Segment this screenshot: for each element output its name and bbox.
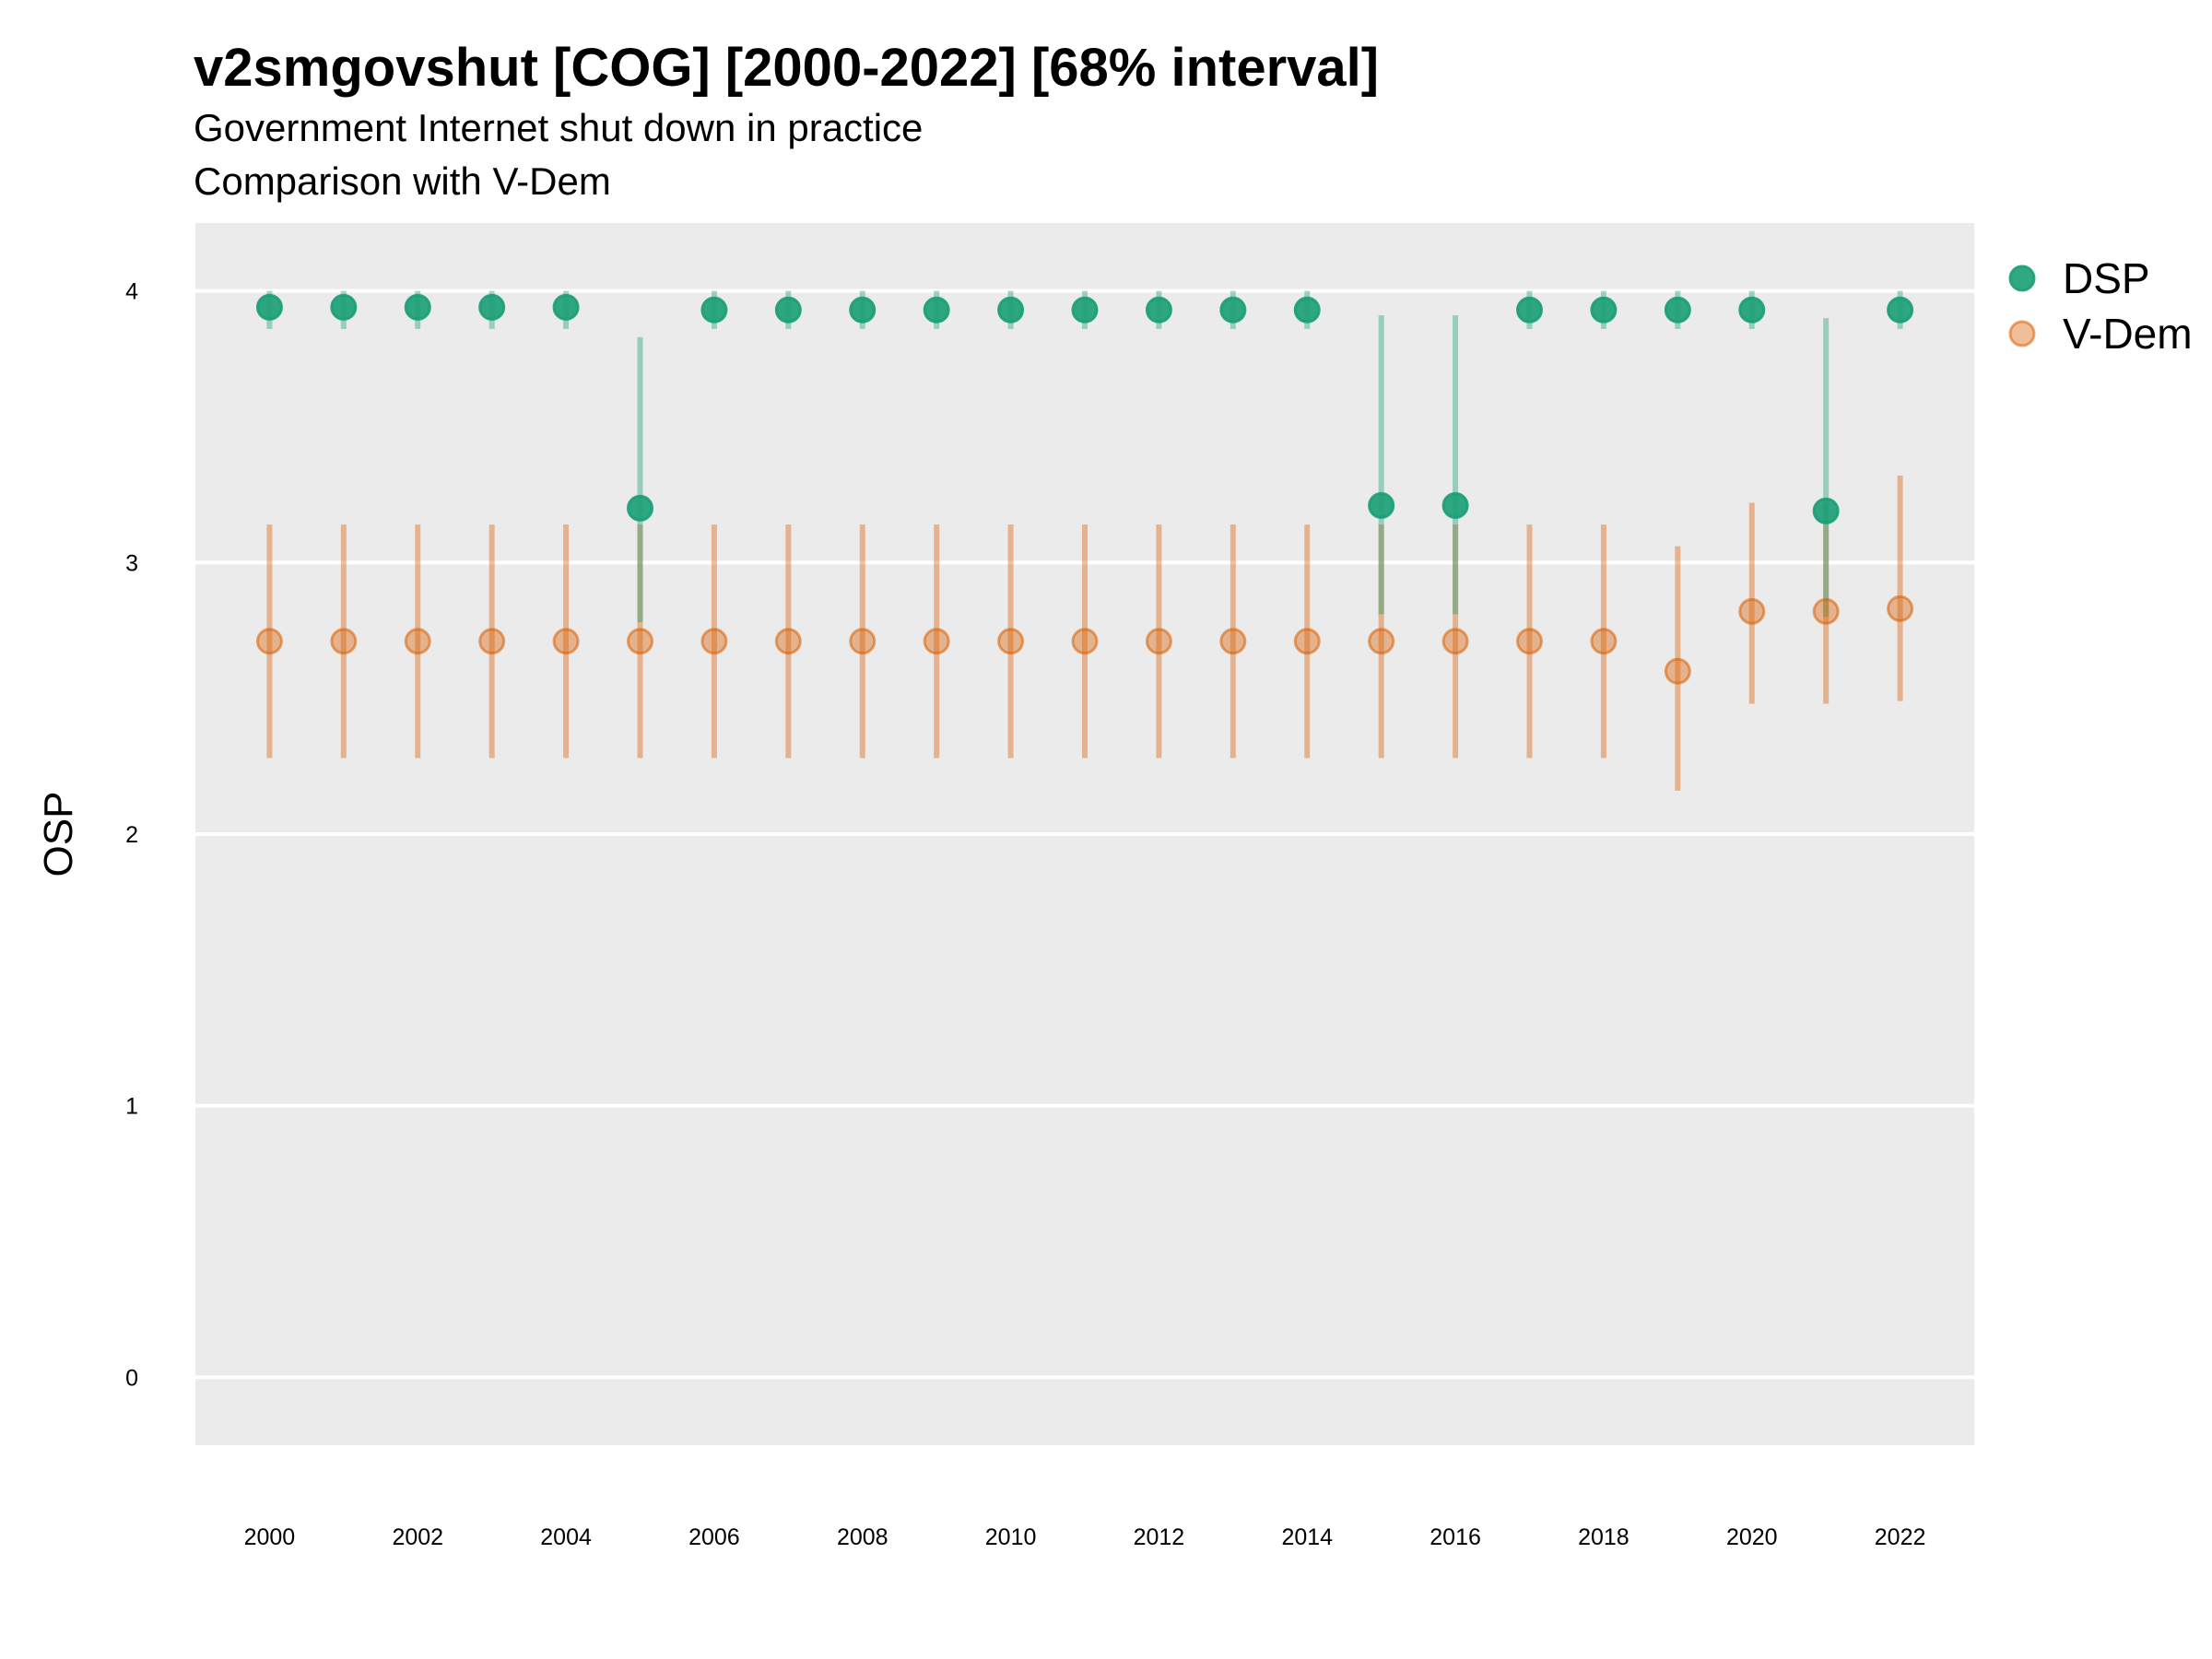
x-tick-label: 2014 bbox=[1281, 1524, 1333, 1550]
point-dsp-2011 bbox=[1071, 296, 1099, 324]
x-tick-labels: 2000 2002 2004 2006 2008 2010 2012 2014 2016 2018… bbox=[244, 1524, 1926, 1550]
point-v-dem-2021 bbox=[1812, 597, 1840, 625]
point-v-dem-2005 bbox=[627, 628, 653, 655]
point-v-dem-2013 bbox=[1219, 628, 1247, 655]
point-dsp-2015 bbox=[1368, 491, 1395, 519]
point-dsp-2004 bbox=[552, 293, 580, 321]
y-tick-label: 4 bbox=[125, 279, 138, 305]
point-v-dem-2020 bbox=[1738, 597, 1766, 625]
point-dsp-2007 bbox=[774, 296, 802, 324]
point-v-dem-2007 bbox=[774, 628, 802, 655]
point-dsp-2006 bbox=[700, 296, 728, 324]
point-dsp-2005 bbox=[627, 494, 653, 522]
data-points bbox=[255, 293, 1914, 685]
point-v-dem-2016 bbox=[1441, 628, 1469, 655]
legend-key-dsp bbox=[2008, 265, 2036, 292]
grid-lines bbox=[195, 288, 1974, 1380]
x-tick-label: 2006 bbox=[688, 1524, 740, 1550]
point-v-dem-2014 bbox=[1293, 628, 1321, 655]
x-tick-label: 2016 bbox=[1430, 1524, 1481, 1550]
y-tick-labels: 0 1 2 3 4 bbox=[125, 279, 138, 1392]
x-tick-label: 2010 bbox=[985, 1524, 1037, 1550]
y-tick-label: 3 bbox=[125, 550, 138, 576]
point-dsp-2013 bbox=[1219, 296, 1247, 324]
x-tick-label: 2000 bbox=[244, 1524, 296, 1550]
legend: DSP V-Dem bbox=[2008, 254, 2193, 358]
y-tick-label: 1 bbox=[125, 1094, 138, 1120]
x-tick-label: 2020 bbox=[1726, 1524, 1778, 1550]
point-v-dem-2004 bbox=[552, 628, 580, 655]
chart-subtitle: Government Internet shut down in practic… bbox=[194, 106, 924, 149]
point-v-dem-2022 bbox=[1887, 594, 1914, 622]
point-v-dem-2006 bbox=[700, 628, 728, 655]
point-dsp-2014 bbox=[1293, 296, 1321, 324]
point-dsp-2017 bbox=[1516, 296, 1543, 324]
point-dsp-2000 bbox=[255, 293, 283, 321]
point-v-dem-2009 bbox=[923, 628, 950, 655]
point-v-dem-2010 bbox=[997, 628, 1025, 655]
x-tick-label: 2012 bbox=[1134, 1524, 1185, 1550]
x-tick-label: 2002 bbox=[392, 1524, 443, 1550]
title-block: v2smgovshut [COG] [2000-2022] [68% inter… bbox=[194, 35, 1379, 208]
point-v-dem-2019 bbox=[1664, 657, 1691, 685]
y-tick-label: 2 bbox=[125, 822, 138, 848]
x-tick-label: 2004 bbox=[540, 1524, 592, 1550]
point-dsp-2001 bbox=[330, 293, 358, 321]
legend-label-dsp: DSP bbox=[2063, 254, 2150, 302]
y-tick-label: 0 bbox=[125, 1365, 138, 1391]
point-dsp-2022 bbox=[1887, 296, 1914, 324]
point-dsp-2009 bbox=[923, 296, 950, 324]
point-v-dem-2003 bbox=[478, 628, 506, 655]
point-v-dem-2001 bbox=[330, 628, 358, 655]
chart-title: v2smgovshut [COG] [2000-2022] [68% inter… bbox=[194, 38, 1380, 98]
point-v-dem-2017 bbox=[1516, 628, 1543, 655]
point-dsp-2018 bbox=[1590, 296, 1618, 324]
point-dsp-2020 bbox=[1738, 296, 1766, 324]
legend-label-v-dem: V-Dem bbox=[2063, 310, 2193, 358]
point-v-dem-2012 bbox=[1145, 628, 1172, 655]
x-tick-label: 2018 bbox=[1578, 1524, 1630, 1550]
y-axis-label: OSP bbox=[36, 792, 81, 877]
point-dsp-2021 bbox=[1812, 497, 1840, 524]
point-dsp-2012 bbox=[1145, 296, 1172, 324]
point-v-dem-2008 bbox=[849, 628, 877, 655]
point-v-dem-2011 bbox=[1071, 628, 1099, 655]
x-tick-label: 2008 bbox=[837, 1524, 888, 1550]
point-dsp-2010 bbox=[997, 296, 1025, 324]
point-v-dem-2002 bbox=[404, 628, 431, 655]
point-dsp-2016 bbox=[1441, 491, 1469, 519]
point-v-dem-2015 bbox=[1368, 628, 1395, 655]
point-v-dem-2018 bbox=[1590, 628, 1618, 655]
legend-key-v-dem bbox=[2008, 320, 2036, 347]
point-dsp-2002 bbox=[404, 293, 431, 321]
point-v-dem-2000 bbox=[255, 628, 283, 655]
point-dsp-2019 bbox=[1664, 296, 1691, 324]
point-dsp-2008 bbox=[849, 296, 877, 324]
chart-subtitle-2: Comparison with V-Dem bbox=[194, 159, 611, 203]
x-tick-label: 2022 bbox=[1875, 1524, 1926, 1550]
point-dsp-2003 bbox=[478, 293, 506, 321]
